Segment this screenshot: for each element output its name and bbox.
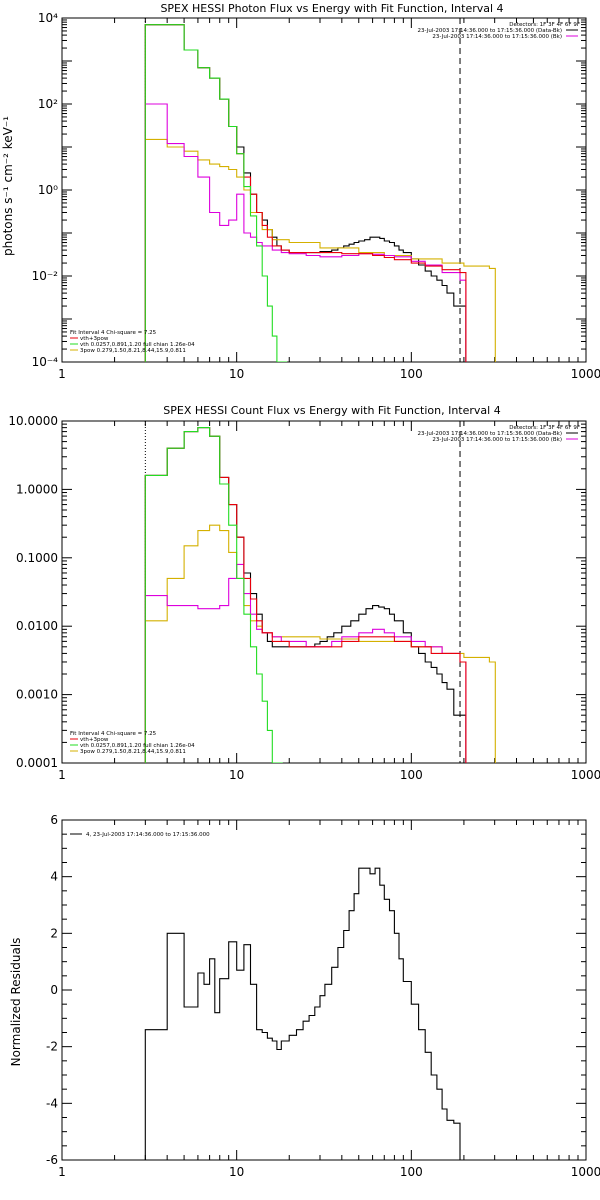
x-tick-label: 1 [58,768,66,782]
y-tick-label: 0.0010 [16,688,58,702]
legend-fit-entry: vth+3pow [80,737,109,743]
x-tick-label: 100 [400,1165,423,1179]
y-tick-label: 10⁻⁴ [32,355,59,369]
x-tick-label: 1000 [571,1165,600,1179]
x-tick-label: 10 [229,367,244,381]
y-tick-label: 10⁰ [38,183,58,197]
y-tick-label: 6 [50,813,58,827]
legend-fit-entry: vth+3pow [80,336,109,342]
x-tick-label: 10 [229,768,244,782]
y-tick-label: 0.1000 [16,551,58,565]
y-tick-label: 10⁻² [32,269,59,283]
x-tick-label: 10 [229,1165,244,1179]
legend-top-entry: 23-Jul-2003 17:14:36.000 to 17:15:36.000… [432,437,562,443]
legend-top-entry: 23-Jul-2003 17:14:36.000 to 17:15:36.000… [418,28,563,34]
series-line-green [144,427,283,763]
legend-fit-entry: Fit Interval 4 Chi-square = 7.25 [70,330,157,336]
panel-title: SPEX HESSI Count Flux vs Energy with Fit… [163,404,500,417]
series-line-black [144,24,467,362]
y-tick-label: 1.0000 [16,482,58,496]
y-tick-label: 10⁴ [38,11,58,25]
x-tick-label: 100 [400,768,423,782]
y-tick-label: -4 [46,1096,58,1110]
y-tick-label: 0 [50,983,58,997]
legend-fit-entry: Fit Interval 4 Chi-square = 7.25 [70,731,157,737]
legend-top-entry: 23-Jul-2003 17:14:36.000 to 17:15:36.000… [432,34,562,40]
series-line-black [144,427,467,763]
plot-frame [61,17,587,363]
legend-top-entry: 23-Jul-2003 17:14:36.000 to 17:15:36.000… [418,431,563,437]
legend-top-entry: Detectors: 1F 3F 4F 6F 9F [509,425,580,431]
x-tick-label: 1 [58,1165,66,1179]
legend-residual-entry: 4, 23-Jul-2003 17:14:36.000 to 17:15:36.… [86,832,210,838]
y-axis-label: Normalized Residuals [9,938,23,1067]
x-tick-label: 100 [400,367,423,381]
legend-fit-entry: 3pow 0.279,1.50,8.21,8.44,15.9,0.811 [80,348,186,354]
y-axis-label: photons s⁻¹ cm⁻² keV⁻¹ [1,116,15,256]
y-tick-label: -2 [46,1040,58,1054]
residuals-panel: Normalized Residuals 1 10 100 1000 -6 -4 -2 0 2 4… [9,813,600,1179]
panel-title: SPEX HESSI Photon Flux vs Energy with Fi… [160,2,503,15]
plot-frame [61,819,587,1161]
series-line-red [144,24,467,362]
series-line-magenta [144,103,467,362]
legend-fit-entry: vth 0.0257,0.891,1.20 full chian 1.26e-0… [80,342,195,348]
y-tick-label: 10.0000 [8,414,58,428]
series-line-red [144,427,467,763]
y-tick-label: 10² [38,97,58,111]
x-tick-label: 1000 [571,367,600,381]
y-tick-label: 0.0100 [16,619,58,633]
y-tick-label: 2 [50,926,58,940]
legend-fit-entry: vth 0.0257,0.891,1.20 full chian 1.26e-0… [80,743,195,749]
y-tick-label: -6 [46,1153,58,1167]
legend-fit-entry: 3pow 0.279,1.50,8.21,8.44,15.9,0.811 [80,749,186,755]
plot-frame [61,420,587,764]
x-tick-label: 1 [58,367,66,381]
legend-top-entry: Detectors: 1F 3F 4F 6F 9F [509,22,580,28]
series-line-green [144,24,288,362]
series-line-magenta [144,563,467,763]
count-flux-panel: SPEX HESSI Count Flux vs Energy with Fit… [8,404,600,782]
y-tick-label: 4 [50,870,58,884]
series-line-black [144,867,466,1160]
x-tick-label: 1000 [571,768,600,782]
photon-flux-panel: SPEX HESSI Photon Flux vs Energy with Fi… [1,2,600,381]
y-tick-label: 0.0001 [16,756,58,770]
